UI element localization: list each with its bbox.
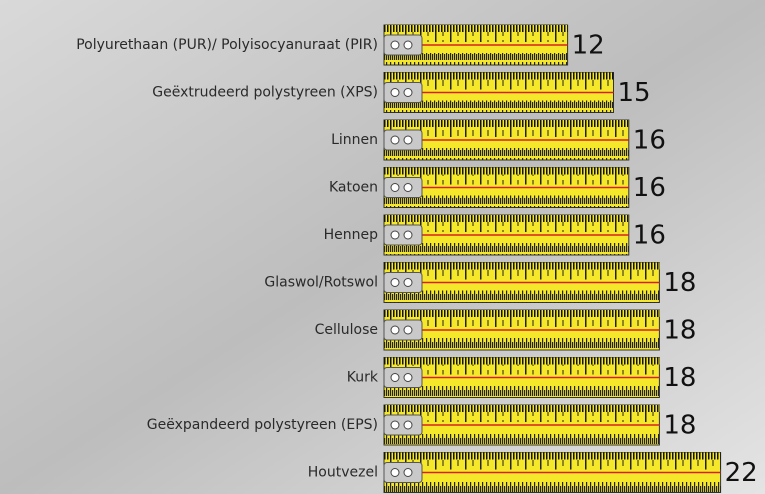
tape-hook-hole xyxy=(391,231,399,239)
tape-hook-hole xyxy=(404,136,412,144)
category-label: Hennep xyxy=(324,227,379,243)
tape-top-ticks xyxy=(384,73,614,80)
tape-hook-hole xyxy=(404,279,412,287)
tape-hook-hole xyxy=(391,326,399,334)
tape-hook-hole xyxy=(404,231,412,239)
value-label: 22 xyxy=(725,458,758,488)
category-label: Polyurethaan (PUR)/ Polyisocyanuraat (PI… xyxy=(76,37,378,53)
tape-mid-ticks xyxy=(384,317,659,327)
value-label: 18 xyxy=(663,411,696,441)
tape-top-ticks xyxy=(384,25,568,32)
tape-top-ticks xyxy=(384,310,659,317)
value-label: 18 xyxy=(663,268,696,298)
chart: Polyurethaan (PUR)/ Polyisocyanuraat (PI… xyxy=(0,0,765,494)
tape-hook-hole xyxy=(391,136,399,144)
tape-hook-hole xyxy=(404,374,412,382)
tape-top-ticks xyxy=(384,215,629,222)
tape-hook xyxy=(384,273,422,293)
tape-hook-hole xyxy=(391,469,399,477)
category-label: Kurk xyxy=(347,370,379,386)
tape-bottom-ticks xyxy=(384,291,659,303)
tape-bottom-ticks xyxy=(384,433,659,445)
tape-hook-hole xyxy=(391,41,399,49)
tape-bottom-ticks xyxy=(384,386,659,398)
tape-top-ticks xyxy=(384,168,629,175)
tape-mid-ticks xyxy=(384,365,659,375)
category-label: Cellulose xyxy=(315,322,378,338)
tape-hook-hole xyxy=(404,421,412,429)
category-label: Geëxpandeerd polystyreen (EPS) xyxy=(147,417,378,433)
tape-hook-hole xyxy=(404,469,412,477)
tape-top-ticks xyxy=(384,405,659,412)
tape-top-ticks xyxy=(384,120,629,127)
tape-hook xyxy=(384,83,422,103)
value-label: 18 xyxy=(663,316,696,346)
tape-mid-ticks xyxy=(384,412,659,422)
value-label: 15 xyxy=(618,78,651,108)
tape-hook-hole xyxy=(404,41,412,49)
value-label: 16 xyxy=(633,221,666,251)
category-label: Katoen xyxy=(329,180,378,196)
tape-hook xyxy=(384,463,422,483)
value-label: 18 xyxy=(663,363,696,393)
tape-hook xyxy=(384,178,422,198)
tape-hook-hole xyxy=(391,374,399,382)
tape-hook xyxy=(384,368,422,388)
tape-hook xyxy=(384,320,422,340)
tape-hook-hole xyxy=(391,89,399,97)
tape-mid-ticks xyxy=(384,270,659,280)
tape-top-ticks xyxy=(384,453,721,460)
value-label: 12 xyxy=(572,31,605,61)
tape-hook xyxy=(384,130,422,150)
tape-mid-ticks xyxy=(384,460,721,470)
category-label: Linnen xyxy=(331,132,378,148)
category-label: Houtvezel xyxy=(308,465,378,481)
tape-hook-hole xyxy=(404,326,412,334)
tape-hook-hole xyxy=(391,279,399,287)
tape-top-ticks xyxy=(384,358,659,365)
tape-top-ticks xyxy=(384,263,659,270)
tape-bottom-ticks xyxy=(384,481,721,493)
tape-hook-hole xyxy=(391,421,399,429)
tape-hook-hole xyxy=(404,184,412,192)
tape-hook xyxy=(384,415,422,435)
tape-hook xyxy=(384,225,422,245)
tape-hook-hole xyxy=(391,184,399,192)
tape-bottom-ticks xyxy=(384,338,659,350)
value-label: 16 xyxy=(633,173,666,203)
category-label: Geëxtrudeerd polystyreen (XPS) xyxy=(152,85,378,101)
tape-hook-hole xyxy=(404,89,412,97)
value-label: 16 xyxy=(633,126,666,156)
category-label: Glaswol/Rotswol xyxy=(264,275,378,291)
tape-hook xyxy=(384,35,422,55)
